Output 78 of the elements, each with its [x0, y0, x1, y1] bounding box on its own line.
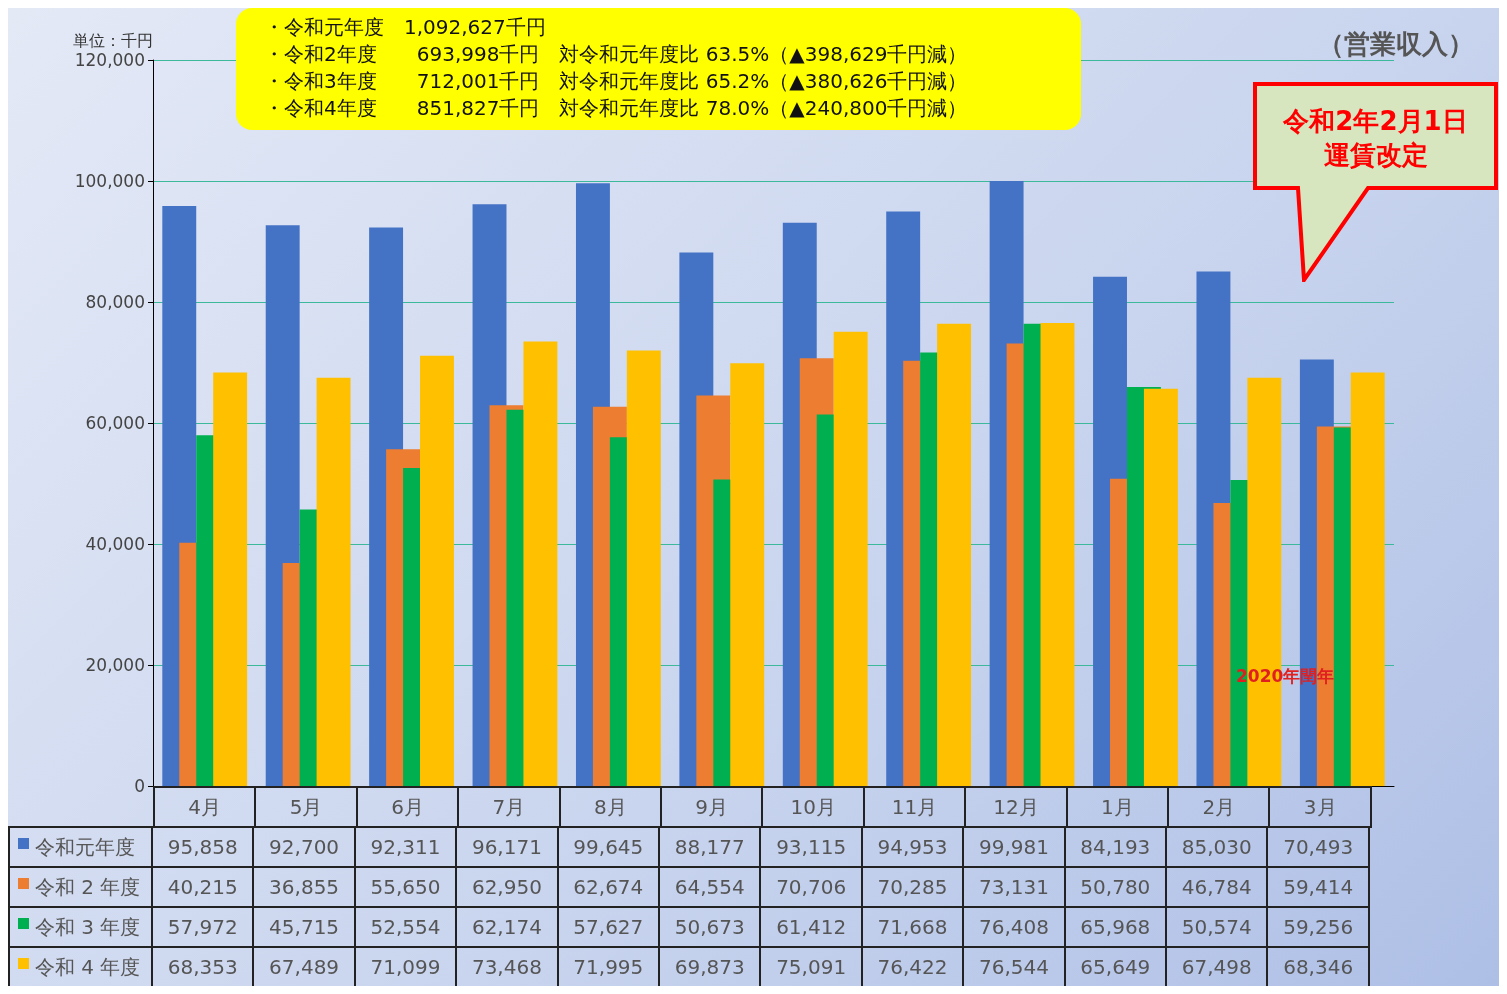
data-label: 59,256: [1266, 906, 1370, 948]
data-label: 46,784: [1165, 866, 1269, 908]
data-label: 62,174: [455, 906, 559, 948]
data-label: 59,414: [1266, 866, 1370, 908]
data-label: 94,953: [860, 826, 965, 868]
x-tick-label: 12月: [964, 786, 1068, 828]
data-label: 73,468: [455, 946, 559, 988]
data-label: 45,715: [252, 906, 356, 948]
data-label: 99,981: [962, 826, 1066, 868]
data-label: 75,091: [759, 946, 863, 988]
data-label: 92,700: [252, 826, 356, 868]
legend-label: 令和 4 年度: [35, 953, 141, 981]
data-label: 69,873: [658, 946, 762, 988]
data-label: 50,673: [658, 906, 762, 948]
data-label: 36,855: [252, 866, 356, 908]
x-tick-label: 7月: [457, 786, 561, 828]
x-tick-label: 10月: [761, 786, 865, 828]
data-label: 99,645: [556, 826, 661, 868]
x-tick-label: 4月: [153, 786, 257, 828]
data-label: 40,215: [151, 866, 255, 908]
data-label: 76,422: [860, 946, 965, 988]
y-axis-title: 単位：千円: [73, 30, 153, 50]
y-tick-label: 60,000: [85, 413, 145, 433]
data-label: 65,968: [1063, 906, 1168, 948]
data-label: 68,346: [1266, 946, 1370, 988]
legend-label: 令和元年度: [35, 833, 135, 861]
data-label: 88,177: [658, 826, 762, 868]
y-tick-label: 100,000: [74, 171, 145, 191]
y-tick-label: 0: [134, 776, 145, 796]
data-label: 92,311: [353, 826, 458, 868]
data-label: 76,408: [962, 906, 1066, 948]
y-tick-label: 20,000: [85, 655, 145, 675]
data-label: 76,544: [962, 946, 1066, 988]
data-label: 68,353: [151, 946, 255, 988]
data-label: 73,131: [962, 866, 1066, 908]
data-label: 67,498: [1165, 946, 1269, 988]
data-label: 55,650: [353, 866, 458, 908]
data-label: 71,099: [353, 946, 458, 988]
data-label: 71,995: [556, 946, 661, 988]
legend-label: 令和 3 年度: [35, 913, 141, 941]
annotation: ・令和3年度 712,001千円 対令和元年度比 65.2%（▲380,626千円減）: [264, 68, 968, 95]
data-label: 62,950: [455, 866, 559, 908]
data-label: 85,030: [1165, 826, 1269, 868]
data-label: 71,668: [860, 906, 965, 948]
x-tick-label: 9月: [660, 786, 764, 828]
data-label: 70,285: [860, 866, 965, 908]
y-tick-label: 40,000: [85, 534, 145, 554]
x-tick-label: 6月: [355, 786, 460, 828]
data-label: 67,489: [252, 946, 356, 988]
data-label: 65,649: [1063, 946, 1168, 988]
data-label: 61,412: [759, 906, 863, 948]
x-tick-label: 2月: [1167, 786, 1271, 828]
data-label: 57,627: [556, 906, 661, 948]
annotation: ・令和2年度 693,998千円 対令和元年度比 63.5%（▲398,629千円減）: [264, 41, 968, 68]
data-label: 93,115: [759, 826, 863, 868]
data-label: 50,574: [1165, 906, 1269, 948]
data-label: 50,780: [1063, 866, 1168, 908]
legend-label: 令和 2 年度: [35, 873, 141, 901]
data-label: 62,674: [556, 866, 661, 908]
data-label: 52,554: [353, 906, 458, 948]
data-label: 57,972: [151, 906, 255, 948]
y-tick-label: 80,000: [85, 292, 145, 312]
x-tick-label: 3月: [1268, 786, 1372, 828]
annotation: 令和2年2月1日運賃改定: [1282, 105, 1469, 172]
x-tick-label: 5月: [254, 786, 358, 828]
data-label: 84,193: [1063, 826, 1168, 868]
annotation: ・令和4年度 851,827千円 対令和元年度比 78.0%（▲240,800千円減）: [264, 95, 968, 122]
data-label: 64,554: [658, 866, 762, 908]
x-tick-label: 11月: [862, 786, 967, 828]
data-label: 96,171: [455, 826, 559, 868]
text: ・令和元年度 1,092,627千円: [264, 14, 547, 41]
chart-title: （営業収入）: [1318, 29, 1474, 59]
data-label: 70,706: [759, 866, 863, 908]
x-tick-label: 1月: [1065, 786, 1170, 828]
data-label: 95,858: [151, 826, 255, 868]
data-label: 70,493: [1266, 826, 1370, 868]
y-tick-label: 120,000: [74, 50, 145, 70]
x-tick-label: 8月: [558, 786, 663, 828]
